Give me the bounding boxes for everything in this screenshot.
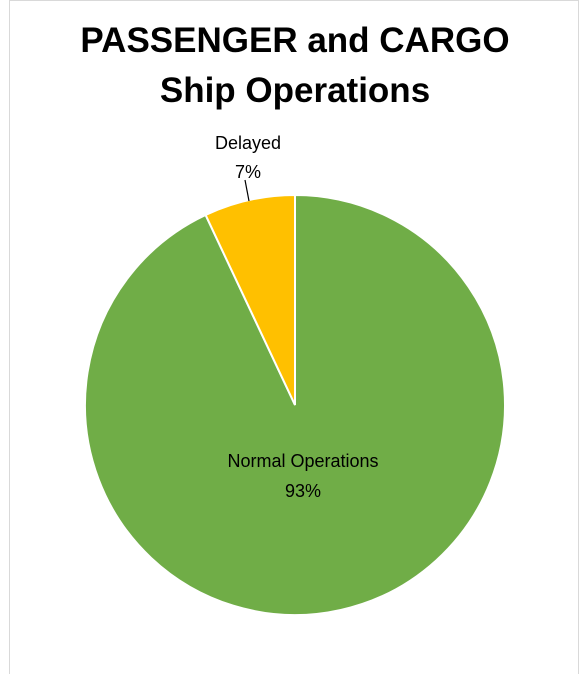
slice-label-delayed-name: Delayed <box>215 133 281 153</box>
slice-label-delayed-percent: 7% <box>235 162 261 182</box>
delayed-leader-line <box>245 180 249 201</box>
slice-label-normal-percent: 93% <box>285 481 321 501</box>
pie-slices <box>85 195 505 615</box>
slice-label-normal-name: Normal Operations <box>227 451 378 471</box>
slice-label-delayed: Delayed 7% <box>215 133 281 182</box>
